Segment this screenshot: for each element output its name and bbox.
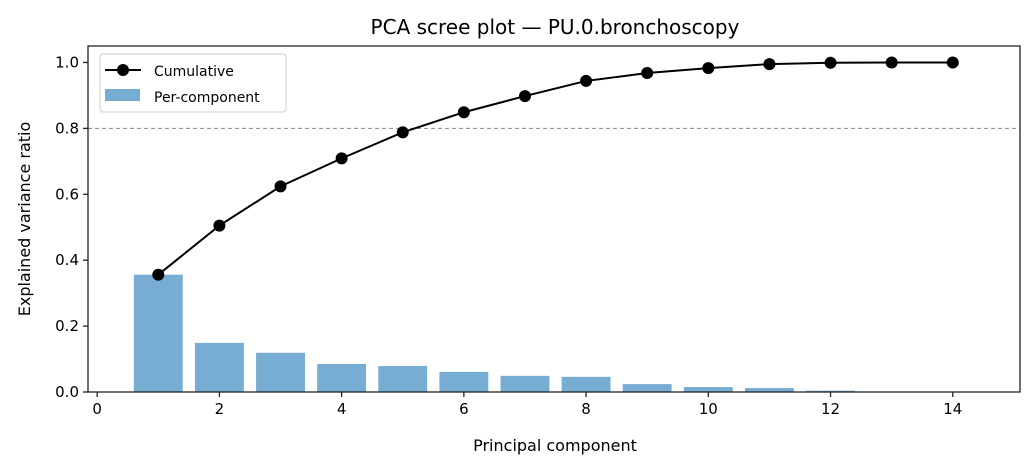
cumulative-point-9 bbox=[641, 67, 653, 79]
cumulative-point-7 bbox=[519, 90, 531, 102]
x-tick-label: 6 bbox=[459, 400, 469, 418]
legend-per-component-swatch bbox=[105, 89, 140, 101]
cumulative-point-4 bbox=[336, 152, 348, 164]
x-tick-label: 4 bbox=[337, 400, 347, 418]
y-tick-label: 0.8 bbox=[55, 119, 79, 137]
legend-cumulative-label: Cumulative bbox=[154, 64, 234, 80]
legend-per-component-label: Per-component bbox=[154, 90, 260, 106]
bar-component-2 bbox=[195, 343, 244, 392]
y-tick-label: 1.0 bbox=[55, 53, 79, 71]
cumulative-point-1 bbox=[152, 269, 164, 281]
bar-component-1 bbox=[134, 275, 183, 392]
x-tick-label: 10 bbox=[699, 400, 718, 418]
x-tick-label: 0 bbox=[92, 400, 102, 418]
x-tick-label: 2 bbox=[215, 400, 225, 418]
y-tick-label: 0.6 bbox=[55, 185, 79, 203]
x-tick-label: 12 bbox=[821, 400, 840, 418]
bar-component-10 bbox=[684, 387, 733, 392]
bar-component-4 bbox=[317, 364, 366, 392]
cumulative-point-12 bbox=[825, 57, 837, 69]
y-tick-label: 0.2 bbox=[55, 317, 79, 335]
bar-component-3 bbox=[256, 353, 305, 392]
bar-component-6 bbox=[439, 372, 488, 392]
legend: Cumulative Per-component bbox=[100, 54, 286, 112]
y-tick-label: 0.4 bbox=[55, 251, 79, 269]
cumulative-point-11 bbox=[763, 58, 775, 70]
cumulative-point-2 bbox=[213, 220, 225, 232]
chart-title: PCA scree plot — PU.0.bronchoscopy bbox=[371, 15, 740, 39]
legend-cumulative-marker bbox=[117, 64, 129, 76]
cumulative-point-10 bbox=[702, 62, 714, 74]
cumulative-point-13 bbox=[886, 56, 898, 68]
x-axis-label: Principal component bbox=[473, 436, 637, 455]
x-tick-label: 8 bbox=[581, 400, 591, 418]
cumulative-point-5 bbox=[397, 126, 409, 138]
y-axis-label: Explained variance ratio bbox=[15, 122, 34, 317]
cumulative-point-6 bbox=[458, 106, 470, 118]
y-tick-label: 0.0 bbox=[55, 383, 79, 401]
bar-component-9 bbox=[623, 384, 672, 392]
bar-component-8 bbox=[562, 377, 611, 392]
cumulative-point-14 bbox=[947, 56, 959, 68]
bar-component-5 bbox=[378, 366, 427, 392]
cumulative-point-8 bbox=[580, 75, 592, 87]
bar-component-7 bbox=[501, 376, 550, 392]
x-tick-label: 14 bbox=[943, 400, 962, 418]
cumulative-point-3 bbox=[275, 180, 287, 192]
